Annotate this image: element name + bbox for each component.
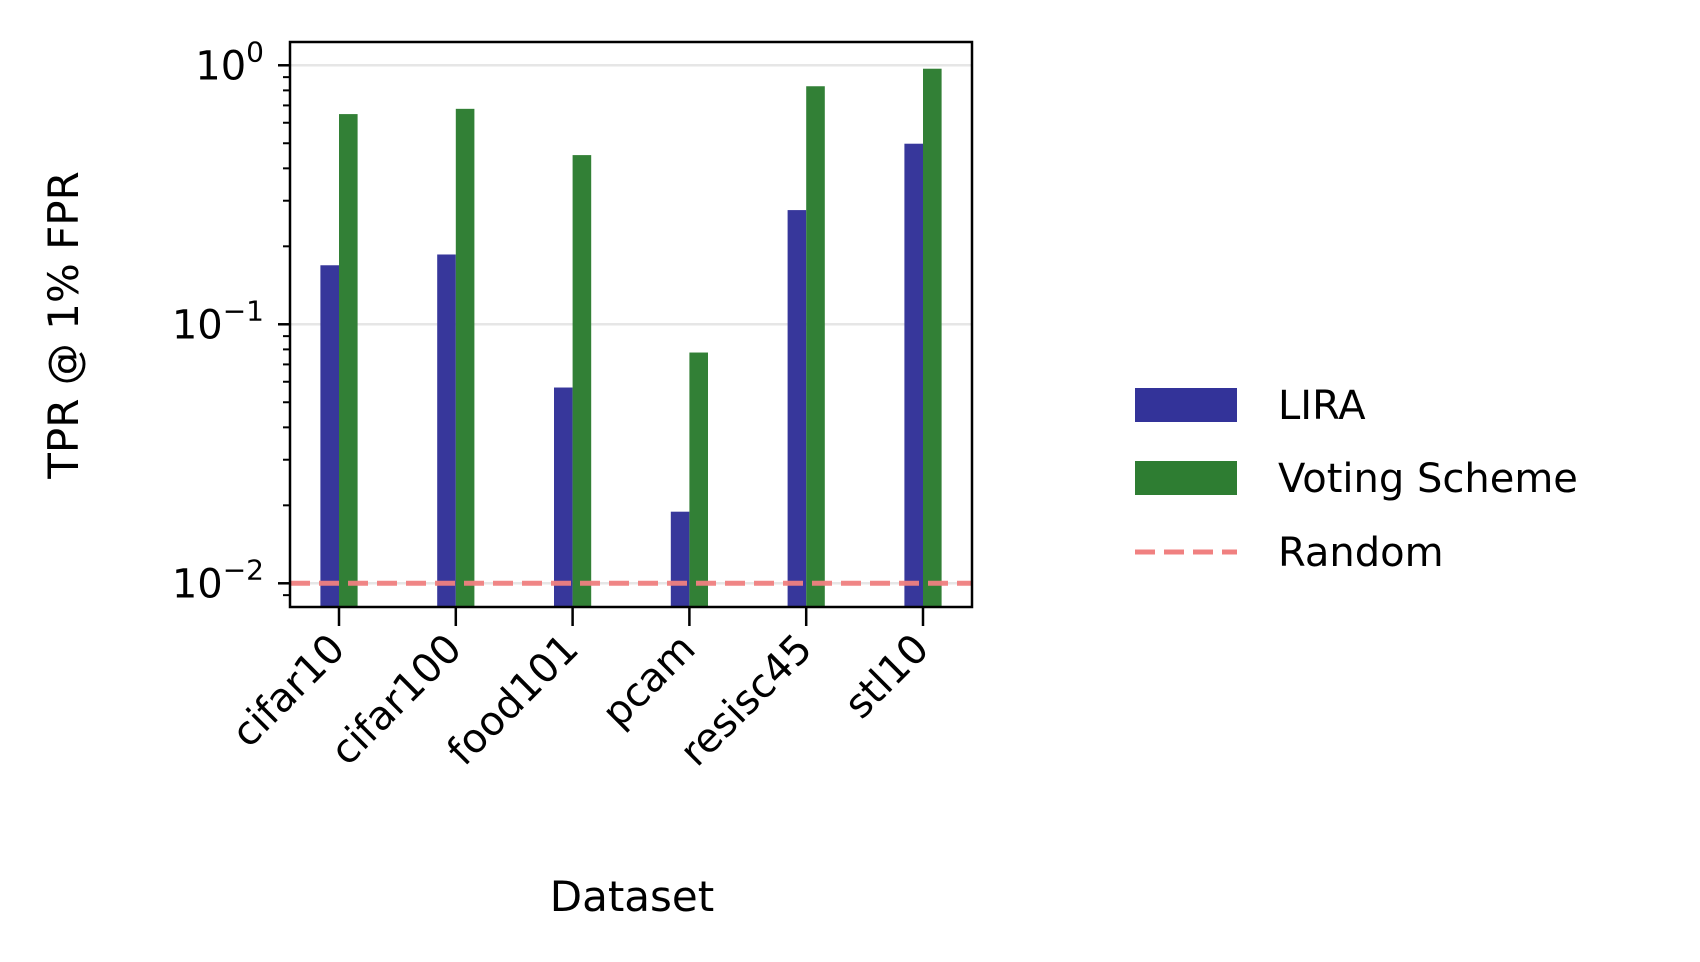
bar-lira-resisc45	[787, 210, 807, 607]
bar-lira-pcam	[670, 511, 690, 607]
y-tick-label: 10−2	[172, 553, 264, 607]
bar-voting-scheme-food101	[572, 155, 592, 607]
bar-voting-scheme-stl10	[923, 68, 942, 608]
bar-lira-food101	[554, 387, 573, 607]
x-tick-label: pcam	[594, 626, 705, 737]
x-tick-label: stl10	[836, 626, 938, 728]
bar-voting-scheme-resisc45	[806, 86, 825, 607]
legend: LIRA Voting Scheme Random	[1135, 383, 1578, 576]
y-tick-label: 10−1	[172, 294, 264, 348]
bar-voting-scheme-cifar100	[455, 108, 475, 608]
y-tick-label: 100	[195, 35, 264, 89]
x-tick-label: food101	[439, 626, 588, 775]
legend-swatch-0	[1135, 388, 1237, 422]
bar-lira-cifar10	[320, 265, 339, 607]
bar-lira-stl10	[904, 143, 923, 608]
bar-voting-scheme-cifar10	[339, 114, 358, 607]
bars	[320, 68, 942, 608]
bar-lira-cifar100	[437, 254, 456, 608]
legend-swatch-1	[1135, 461, 1237, 495]
legend-label: Random	[1278, 530, 1444, 576]
y-axis-label: TPR @ 1% FPR	[39, 171, 88, 480]
legend-label: Voting Scheme	[1278, 456, 1578, 502]
bar-voting-scheme-pcam	[689, 352, 708, 607]
legend-label: LIRA	[1278, 383, 1366, 429]
gridlines	[290, 64, 972, 585]
y-axis-ticks: 10−2 10−1 100	[172, 35, 290, 607]
x-axis-label: Dataset	[550, 872, 714, 921]
